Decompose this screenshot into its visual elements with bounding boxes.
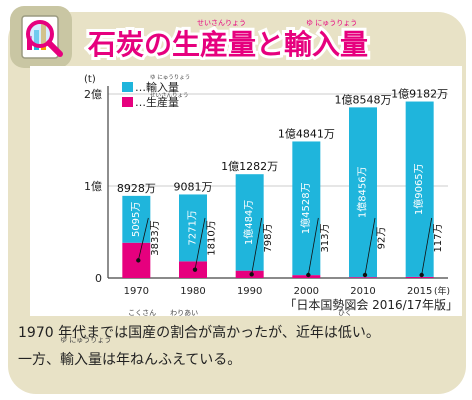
import-label-1990: 1億484万 bbox=[242, 200, 255, 245]
caption-text: い。 bbox=[351, 325, 380, 341]
y-tick-label: 2億 bbox=[84, 88, 102, 101]
x-tick-label: 2000 bbox=[294, 286, 319, 297]
furigana: ひく bbox=[337, 309, 352, 317]
production-label-2015: 117万 bbox=[433, 223, 444, 252]
production-label-1990: 798万 bbox=[263, 223, 274, 252]
bar-import-1990 bbox=[235, 174, 264, 271]
caption-line-1: 1970 年代までは こくさん 国産の わりあい 割合が高かったが、近年は ひく 低い。 bbox=[18, 309, 468, 347]
production-label-2000: 313万 bbox=[320, 223, 331, 252]
caption-text: 輸入量 bbox=[60, 352, 102, 368]
production-leader-1990 bbox=[251, 217, 263, 275]
caption-text: の bbox=[156, 325, 171, 341]
bar-production-2010 bbox=[349, 277, 377, 278]
ruby-yunyuuryou: ゆ にゅうりょう輸入量 bbox=[60, 336, 111, 374]
production-label-1980: 1810万 bbox=[207, 220, 218, 255]
bar-import-2000 bbox=[292, 141, 321, 276]
legend-furigana-production: せいさんりょう bbox=[150, 92, 189, 99]
import-label-1970: 5095万 bbox=[131, 202, 142, 237]
import-label-2015: 1億9065万 bbox=[412, 163, 425, 215]
y-tick-label: 1億 bbox=[84, 180, 102, 193]
y-tick-label: 0 bbox=[95, 272, 102, 285]
caption-text: 一方、 bbox=[18, 352, 60, 368]
production-label-2010: 92万 bbox=[377, 227, 388, 250]
production-label-1970: 3833万 bbox=[150, 220, 161, 255]
bar-production-2000 bbox=[292, 275, 321, 278]
total-label-2015: 1億9182万 bbox=[391, 88, 448, 101]
bar-production-2015 bbox=[405, 276, 434, 278]
legend-swatch-production bbox=[122, 97, 133, 107]
legend-swatch-import bbox=[122, 82, 133, 92]
caption-text: は年ねんふえている。 bbox=[102, 352, 242, 368]
total-label-1980: 9081万 bbox=[174, 180, 213, 193]
total-label-2010: 1億8548万 bbox=[335, 93, 392, 106]
legend-label-production: …生産量 bbox=[135, 95, 179, 109]
total-label-1990: 1億1282万 bbox=[221, 160, 278, 173]
total-label-1970: 8928万 bbox=[117, 182, 156, 195]
bar-import-1980 bbox=[179, 194, 207, 262]
title-furigana-seisanryou: せいさんりょう bbox=[197, 19, 246, 27]
legend-furigana-import: ゆ にゅうりょう bbox=[150, 74, 190, 81]
ruby-kokusan: こくさん 国産 bbox=[128, 309, 157, 347]
production-dot-1980 bbox=[192, 267, 198, 272]
furigana: ゆ にゅうりょう bbox=[60, 336, 112, 344]
furigana: こくさん bbox=[128, 309, 157, 317]
chart-title: 石炭の生産量と輸入量 bbox=[87, 28, 368, 60]
bar-import-2010 bbox=[349, 107, 377, 278]
y-axis-unit: (t) bbox=[84, 74, 96, 85]
caption-text: 1970 年代までは bbox=[18, 325, 129, 341]
import-label-2000: 1億4528万 bbox=[299, 182, 312, 234]
production-leader-2000 bbox=[307, 217, 319, 276]
legend-label-import: …輸入量 bbox=[135, 80, 179, 94]
production-dot-2015 bbox=[419, 272, 424, 278]
caption-text: 低 bbox=[337, 325, 352, 341]
chart-area: (t) 0 1億 2億 ゆ にゅうりょう …輸入量 せいさんりょう …生産量 8928万 5095… bbox=[30, 66, 462, 316]
caption-line-2: 一方、ゆ にゅうりょう輸入量は年ねんふえている。 bbox=[18, 336, 468, 374]
production-leader-1980 bbox=[194, 217, 206, 270]
production-leader-2010 bbox=[364, 217, 376, 276]
title-furigana-yunyuuryou: ゆ にゅうりょう bbox=[306, 19, 357, 27]
bar-import-2015 bbox=[405, 101, 434, 277]
import-label-1980: 7271万 bbox=[188, 210, 199, 245]
production-dot-2000 bbox=[306, 272, 311, 278]
x-axis-unit: (年) bbox=[434, 285, 450, 297]
production-leader-2015 bbox=[421, 217, 433, 276]
x-tick-label: 2015 bbox=[407, 286, 432, 297]
ruby-wariai: わりあい 割合 bbox=[170, 309, 199, 347]
caption-text: が高かったが、近年は bbox=[198, 325, 338, 341]
import-label-2010: 1億8456万 bbox=[356, 166, 369, 218]
x-tick-label: 1970 bbox=[124, 286, 149, 297]
total-label-2000: 1億4841万 bbox=[278, 127, 335, 140]
x-tick-label: 2010 bbox=[350, 286, 375, 297]
magnifier-chart-icon bbox=[10, 6, 72, 68]
production-leader-1970 bbox=[137, 217, 149, 261]
bar-import-1970 bbox=[122, 195, 151, 243]
x-tick-label: 1980 bbox=[180, 286, 205, 297]
source-note: 「日本国勢図会 2016/17年版」 bbox=[284, 298, 458, 312]
caption-text: 割合 bbox=[170, 325, 199, 341]
caption: 1970 年代までは こくさん 国産の わりあい 割合が高かったが、近年は ひく 低い。 一… bbox=[18, 309, 468, 374]
caption-text: 国産 bbox=[128, 325, 157, 341]
x-tick-label: 1990 bbox=[237, 286, 262, 297]
chart-title-block: せいさんりょう ゆ にゅうりょう 石炭の生産量と輸入量 bbox=[84, 18, 404, 64]
ruby-hikui: ひく低 bbox=[337, 309, 352, 347]
furigana: わりあい bbox=[170, 309, 199, 317]
